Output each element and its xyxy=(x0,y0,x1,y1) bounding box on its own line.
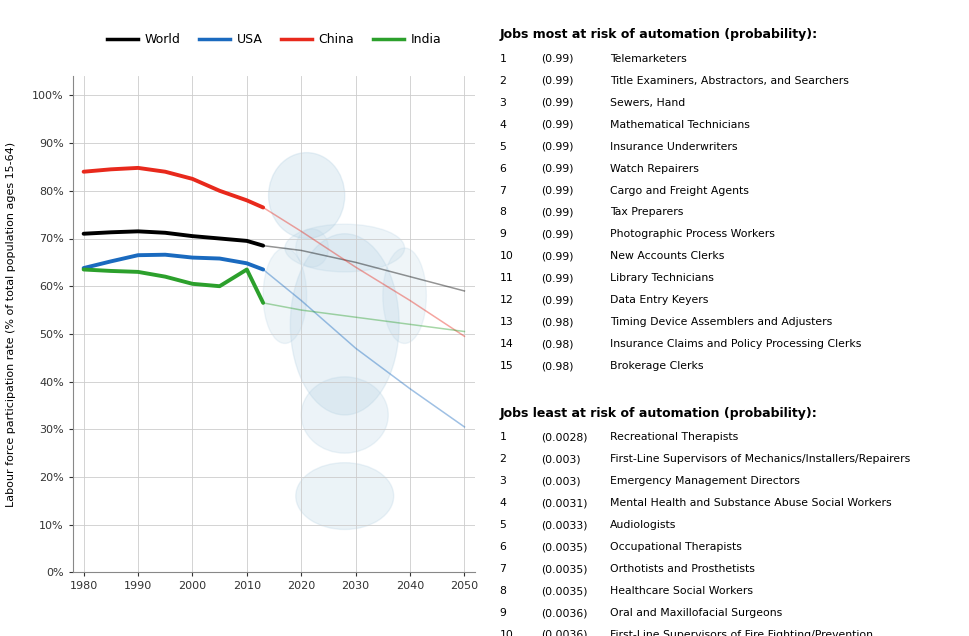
Text: 6: 6 xyxy=(499,542,506,552)
Ellipse shape xyxy=(296,463,393,529)
Ellipse shape xyxy=(383,248,426,343)
Text: Telemarketers: Telemarketers xyxy=(610,53,686,64)
Text: (0.98): (0.98) xyxy=(541,340,573,349)
Text: First-Line Supervisors of Mechanics/Installers/Repairers: First-Line Supervisors of Mechanics/Inst… xyxy=(610,454,910,464)
Text: New Accounts Clerks: New Accounts Clerks xyxy=(610,251,724,261)
Text: Jobs least at risk of automation (probability):: Jobs least at risk of automation (probab… xyxy=(499,406,817,420)
Text: (0.0036): (0.0036) xyxy=(541,630,587,636)
Text: Library Technicians: Library Technicians xyxy=(610,273,713,284)
Text: 9: 9 xyxy=(499,608,506,618)
Ellipse shape xyxy=(290,234,398,415)
Text: Mental Health and Substance Abuse Social Workers: Mental Health and Substance Abuse Social… xyxy=(610,498,891,508)
Text: (0.99): (0.99) xyxy=(541,97,573,107)
Text: (0.99): (0.99) xyxy=(541,207,573,218)
Text: Recreational Therapists: Recreational Therapists xyxy=(610,432,737,442)
Text: (0.0035): (0.0035) xyxy=(541,586,587,596)
Text: 5: 5 xyxy=(499,142,506,151)
Text: 3: 3 xyxy=(499,476,506,486)
Text: 7: 7 xyxy=(499,564,506,574)
Text: (0.98): (0.98) xyxy=(541,361,573,371)
Text: Data Entry Keyers: Data Entry Keyers xyxy=(610,295,707,305)
Text: (0.0031): (0.0031) xyxy=(541,498,587,508)
Text: Healthcare Social Workers: Healthcare Social Workers xyxy=(610,586,752,596)
Text: (0.99): (0.99) xyxy=(541,186,573,195)
Text: Mathematical Technicians: Mathematical Technicians xyxy=(610,120,749,130)
Text: 15: 15 xyxy=(499,361,513,371)
Ellipse shape xyxy=(301,377,388,453)
Ellipse shape xyxy=(296,229,328,267)
Text: 9: 9 xyxy=(499,230,506,240)
Text: Audiologists: Audiologists xyxy=(610,520,675,530)
Text: Brokerage Clerks: Brokerage Clerks xyxy=(610,361,703,371)
Text: 10: 10 xyxy=(499,630,513,636)
Text: (0.99): (0.99) xyxy=(541,295,573,305)
Text: Watch Repairers: Watch Repairers xyxy=(610,163,699,174)
Text: 2: 2 xyxy=(499,76,506,86)
Ellipse shape xyxy=(285,224,404,272)
Text: Insurance Underwriters: Insurance Underwriters xyxy=(610,142,736,151)
Text: (0.99): (0.99) xyxy=(541,273,573,284)
Legend: World, USA, China, India: World, USA, China, India xyxy=(102,28,446,51)
Text: 8: 8 xyxy=(499,586,506,596)
Text: (0.003): (0.003) xyxy=(541,454,580,464)
Ellipse shape xyxy=(263,248,306,343)
Text: (0.99): (0.99) xyxy=(541,251,573,261)
Text: Sewers, Hand: Sewers, Hand xyxy=(610,97,685,107)
Text: Oral and Maxillofacial Surgeons: Oral and Maxillofacial Surgeons xyxy=(610,608,782,618)
Text: 14: 14 xyxy=(499,340,513,349)
Text: 4: 4 xyxy=(499,120,506,130)
Text: (0.99): (0.99) xyxy=(541,163,573,174)
Text: (0.99): (0.99) xyxy=(541,76,573,86)
Text: 6: 6 xyxy=(499,163,506,174)
Y-axis label: Labour force participation rate (% of total population ages 15-64): Labour force participation rate (% of to… xyxy=(7,142,16,507)
Text: (0.0035): (0.0035) xyxy=(541,564,587,574)
Text: Emergency Management Directors: Emergency Management Directors xyxy=(610,476,799,486)
Text: Jobs most at risk of automation (probability):: Jobs most at risk of automation (probabi… xyxy=(499,28,817,41)
Text: (0.003): (0.003) xyxy=(541,476,580,486)
Text: (0.0036): (0.0036) xyxy=(541,608,587,618)
Text: 10: 10 xyxy=(499,251,513,261)
Text: Timing Device Assemblers and Adjusters: Timing Device Assemblers and Adjusters xyxy=(610,317,831,328)
Text: (0.98): (0.98) xyxy=(541,317,573,328)
Text: 1: 1 xyxy=(499,432,506,442)
Text: Tax Preparers: Tax Preparers xyxy=(610,207,683,218)
Text: (0.0033): (0.0033) xyxy=(541,520,587,530)
Text: Photographic Process Workers: Photographic Process Workers xyxy=(610,230,774,240)
Text: 7: 7 xyxy=(499,186,506,195)
Text: 13: 13 xyxy=(499,317,513,328)
Text: 12: 12 xyxy=(499,295,513,305)
Text: Occupational Therapists: Occupational Therapists xyxy=(610,542,741,552)
Text: (0.99): (0.99) xyxy=(541,142,573,151)
Text: 5: 5 xyxy=(499,520,506,530)
Text: Orthotists and Prosthetists: Orthotists and Prosthetists xyxy=(610,564,754,574)
Text: Cargo and Freight Agents: Cargo and Freight Agents xyxy=(610,186,748,195)
Text: 2: 2 xyxy=(499,454,506,464)
Text: 3: 3 xyxy=(499,97,506,107)
Text: Insurance Claims and Policy Processing Clerks: Insurance Claims and Policy Processing C… xyxy=(610,340,860,349)
Text: (0.99): (0.99) xyxy=(541,120,573,130)
Text: First-Line Supervisors of Fire Fighting/Prevention: First-Line Supervisors of Fire Fighting/… xyxy=(610,630,872,636)
Text: 8: 8 xyxy=(499,207,506,218)
Text: (0.0028): (0.0028) xyxy=(541,432,587,442)
Text: (0.99): (0.99) xyxy=(541,230,573,240)
Text: (0.0035): (0.0035) xyxy=(541,542,587,552)
Text: Title Examiners, Abstractors, and Searchers: Title Examiners, Abstractors, and Search… xyxy=(610,76,848,86)
Text: 11: 11 xyxy=(499,273,513,284)
Text: (0.99): (0.99) xyxy=(541,53,573,64)
Ellipse shape xyxy=(268,153,344,238)
Text: 1: 1 xyxy=(499,53,506,64)
Text: 4: 4 xyxy=(499,498,506,508)
